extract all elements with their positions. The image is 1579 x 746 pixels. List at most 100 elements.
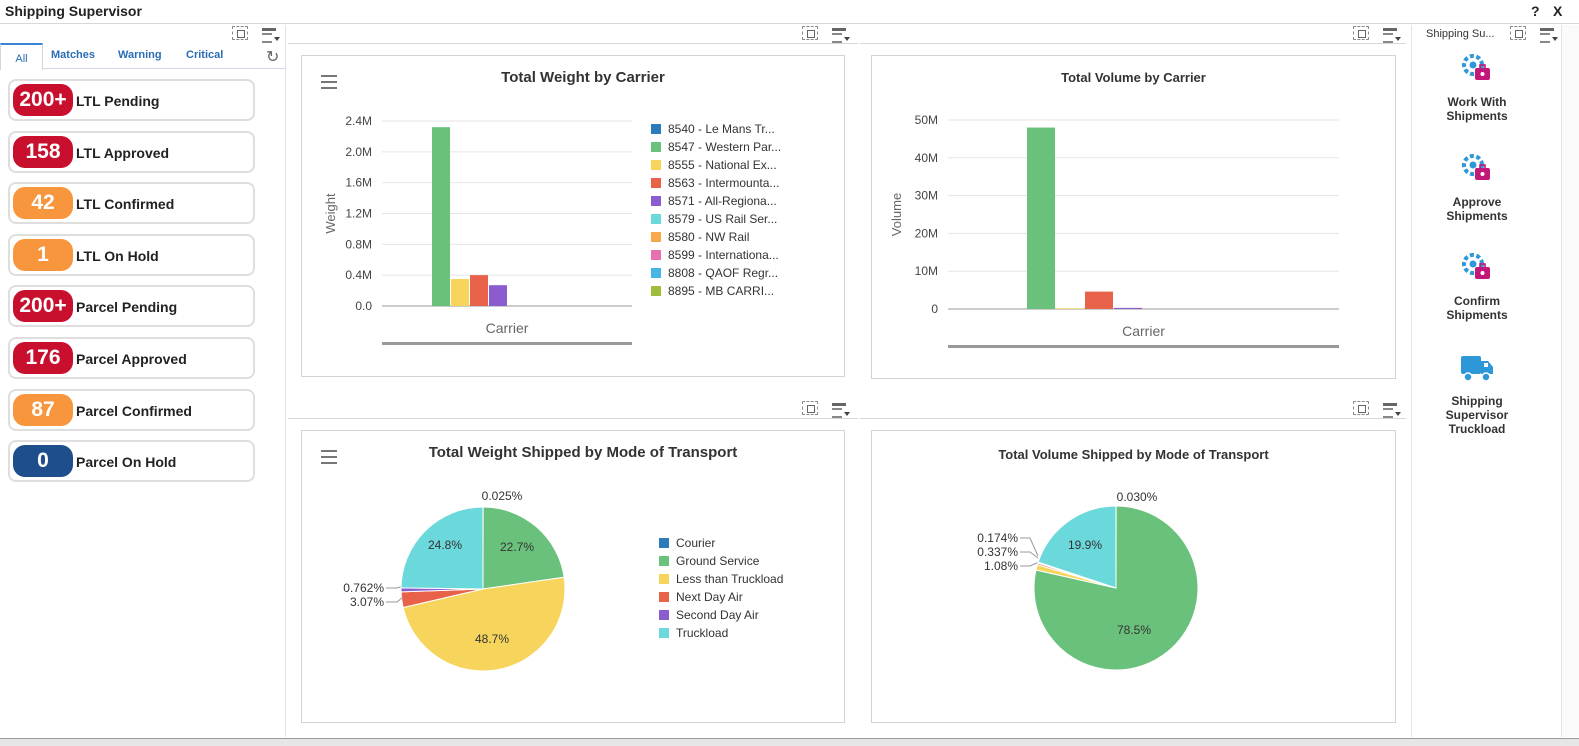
watchlist-item[interactable]: 200+ LTL Pending <box>8 79 255 121</box>
chart-menu-icon[interactable] <box>321 75 337 89</box>
count-badge: 200+ <box>13 84 73 116</box>
legend-label: 8547 - Western Par... <box>668 140 781 154</box>
close-button[interactable]: X <box>1553 3 1563 19</box>
gear-bag-icon <box>1422 250 1532 294</box>
tab-matches[interactable]: Matches <box>51 49 96 61</box>
legend-label: Second Day Air <box>676 608 759 622</box>
watchlist-item[interactable]: 42 LTL Confirmed <box>8 182 255 225</box>
x-axis-label: Carrier <box>1122 323 1165 339</box>
chart-plot: 0.025% 22.7% 48.7% 3.07%0.762% 24.8% Courier G… <box>343 489 783 672</box>
maximize-icon[interactable] <box>802 401 818 415</box>
y-tick-label: 10M <box>915 264 938 278</box>
y-tick-label: 1.2M <box>345 207 372 221</box>
legend-label: 8895 - MB CARRI... <box>668 284 774 298</box>
legend-label: 8563 - Intermounta... <box>668 176 779 190</box>
quick-link-label: Approve <box>1452 194 1502 209</box>
y-tick-label: 50M <box>915 113 938 127</box>
legend-swatch <box>651 214 661 224</box>
legend-swatch <box>651 268 661 278</box>
panel-menu-icon[interactable] <box>1383 27 1401 43</box>
quick-links-title: Shipping Su... <box>1426 28 1495 40</box>
data-label: 24.8% <box>428 538 462 552</box>
title-bar: Shipping Supervisor ? X <box>0 0 1579 24</box>
pie-slice <box>1037 505 1117 589</box>
legend-label: 8580 - NW Rail <box>668 230 749 244</box>
help-button[interactable]: ? <box>1531 3 1540 19</box>
legend-swatch <box>651 196 661 206</box>
weight-mode-toolbar <box>802 401 852 419</box>
quick-links-panel: Shipping Su... Work With Shipments Approve… <box>1411 25 1561 737</box>
chart-menu-icon[interactable] <box>321 450 337 464</box>
divider <box>288 43 858 44</box>
count-badge: 176 <box>13 342 73 374</box>
y-axis-label: Weight <box>323 193 338 234</box>
watchlist-panel: All Matches Warning Critical ↻ 200+ LTL P… <box>0 25 286 737</box>
watchlist-toolbar <box>232 26 282 44</box>
legend-swatch <box>651 178 661 188</box>
quick-link-label: Shipping <box>1451 393 1503 408</box>
y-tick-label: 30M <box>915 189 938 203</box>
watchlist-item[interactable]: 87 Parcel Confirmed <box>8 388 255 431</box>
y-axis-label: Volume <box>889 193 904 236</box>
watchlist-tabs: All Matches Warning Critical ↻ <box>0 43 286 70</box>
watchlist-item[interactable]: 158 LTL Approved <box>8 130 255 173</box>
volume-by-mode-chart: Total Volume Shipped by Mode of Transpor… <box>871 430 1396 723</box>
maximize-icon[interactable] <box>802 26 818 40</box>
tab-all[interactable]: All <box>0 43 43 70</box>
legend-swatch <box>651 250 661 260</box>
bar <box>451 279 469 306</box>
legend-swatch <box>659 592 669 602</box>
maximize-icon[interactable] <box>1353 26 1369 40</box>
pie-slice <box>400 506 484 590</box>
quick-links-toolbar <box>1510 26 1560 44</box>
panel-menu-icon[interactable] <box>832 27 850 43</box>
quick-link-label: Work With <box>1447 95 1507 109</box>
watchlist-item[interactable]: 1 LTL On Hold <box>8 233 255 276</box>
quick-link[interactable]: Work With Shipments <box>1422 51 1532 123</box>
refresh-icon[interactable]: ↻ <box>266 49 280 66</box>
panel-menu-icon[interactable] <box>1540 27 1558 43</box>
watchlist-item[interactable]: 200+ Parcel Pending <box>8 285 255 328</box>
maximize-icon[interactable] <box>1510 26 1526 40</box>
quick-link[interactable]: Shipping Supervisor Truckload <box>1422 350 1532 436</box>
scroll-range <box>382 342 632 345</box>
y-tick-label: 2.4M <box>345 114 372 128</box>
status-bar <box>0 738 1579 746</box>
leader-line <box>386 585 404 589</box>
tab-critical[interactable]: Critical <box>186 49 224 61</box>
scrollbar[interactable] <box>1561 25 1579 737</box>
chart-title: Total Volume Shipped by Mode of Transpor… <box>998 447 1269 462</box>
panel-menu-icon[interactable] <box>1383 402 1401 418</box>
bar <box>432 127 450 307</box>
watchlist-item[interactable]: 176 Parcel Approved <box>8 337 255 379</box>
x-axis-label: Carrier <box>486 320 529 336</box>
bar <box>1085 291 1113 309</box>
legend-label: Next Day Air <box>676 590 743 604</box>
legend-swatch <box>651 232 661 242</box>
window-title: Shipping Supervisor <box>5 3 142 19</box>
panel-menu-icon[interactable] <box>832 402 850 418</box>
quick-link[interactable]: Confirm Shipments <box>1422 250 1532 322</box>
chart-title: Total Weight by Carrier <box>501 69 665 86</box>
watchlist-label: LTL Confirmed <box>76 196 175 213</box>
data-label: 19.9% <box>1068 538 1102 552</box>
weight-by-carrier-chart: Total Weight by Carrier 2.4M 2.0M 1.6M 1.2M… <box>301 55 845 377</box>
leader-line <box>1020 561 1040 567</box>
divider <box>860 43 1406 44</box>
maximize-icon[interactable] <box>232 26 248 40</box>
volume-mode-toolbar <box>1353 401 1403 419</box>
gear-bag-icon <box>1422 151 1532 195</box>
maximize-icon[interactable] <box>1353 401 1369 415</box>
quick-link-label: Shipments <box>1446 208 1508 223</box>
data-label: 22.7% <box>500 540 534 554</box>
pie-slice <box>482 506 565 590</box>
count-badge: 158 <box>13 135 73 168</box>
watchlist-item[interactable]: 0 Parcel On Hold <box>8 440 255 483</box>
quick-link[interactable]: Approve Shipments <box>1422 151 1532 223</box>
tab-warning[interactable]: Warning <box>118 49 162 61</box>
leader-line <box>1020 551 1039 559</box>
data-label: 48.7% <box>475 632 509 646</box>
chart-plot: 50M 40M 30M 20M 10M 0 Volume Carrier <box>889 113 1339 348</box>
bar <box>1056 308 1084 309</box>
panel-menu-icon[interactable] <box>262 27 280 43</box>
